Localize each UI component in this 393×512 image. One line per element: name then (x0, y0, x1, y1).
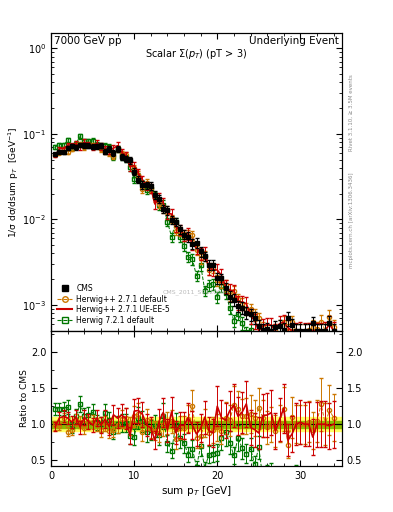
Text: CMS_2011_S9120041: CMS_2011_S9120041 (163, 289, 230, 295)
Legend: CMS, Herwig++ 2.7.1 default, Herwig++ 2.7.1 UE-EE-5, Herwig 7.2.1 default: CMS, Herwig++ 2.7.1 default, Herwig++ 2.… (55, 282, 173, 327)
Text: Rivet 3.1.10, ≥ 3.5M events: Rivet 3.1.10, ≥ 3.5M events (349, 74, 354, 151)
X-axis label: sum p$_{T}$ [GeV]: sum p$_{T}$ [GeV] (161, 483, 232, 498)
Text: Scalar $\Sigma(p_{T})$ (pT > 3): Scalar $\Sigma(p_{T})$ (pT > 3) (145, 47, 248, 60)
Text: Underlying Event: Underlying Event (249, 36, 339, 46)
Y-axis label: Ratio to CMS: Ratio to CMS (20, 369, 29, 427)
Text: 7000 GeV pp: 7000 GeV pp (54, 36, 121, 46)
Y-axis label: 1/σ dσ/dsum p$_{T}$  [GeV$^{-1}$]: 1/σ dσ/dsum p$_{T}$ [GeV$^{-1}$] (6, 126, 21, 238)
Text: mcplots.cern.ch [arXiv:1306.3436]: mcplots.cern.ch [arXiv:1306.3436] (349, 173, 354, 268)
